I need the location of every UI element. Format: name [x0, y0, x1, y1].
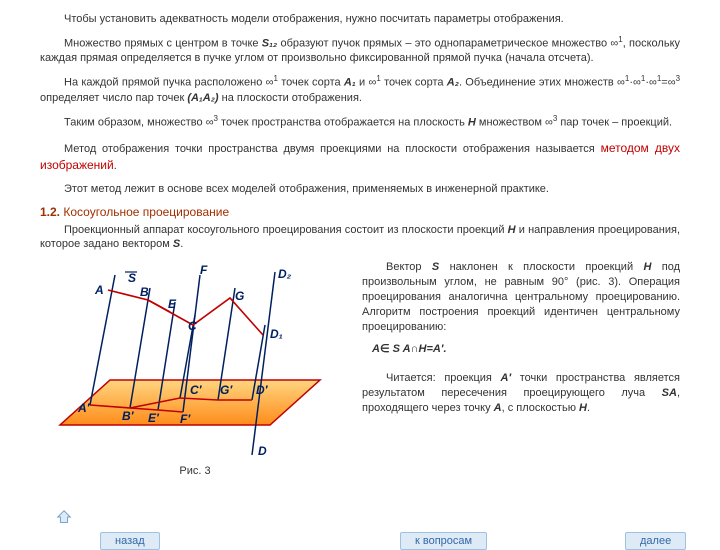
- t: множеством ∞: [476, 116, 553, 128]
- t: Проекционный аппарат косоугольного проец…: [64, 224, 508, 236]
- para-1: Чтобы установить адекватность модели ото…: [40, 12, 680, 27]
- heading-text: Косоугольное проецирование: [60, 205, 229, 219]
- svg-text:G′: G′: [220, 383, 233, 397]
- top-labels: S A B E C F G D₁ D₂ D: [94, 263, 292, 458]
- heading-num: 1.2.: [40, 205, 60, 219]
- t: и ∞: [356, 77, 377, 89]
- svg-text:A′: A′: [77, 401, 91, 415]
- sym-s12: S₁₂: [262, 38, 277, 50]
- section-heading: 1.2. Косоугольное проецирование: [40, 205, 680, 219]
- t: точек сорта: [381, 77, 447, 89]
- svg-text:B′: B′: [122, 409, 135, 423]
- back-button[interactable]: назад: [100, 532, 160, 550]
- sym: SA: [662, 387, 677, 399]
- t: A: [372, 343, 380, 355]
- figure-3: S A B E C F G D₁ D₂ D A′ B′ E′ F′: [40, 260, 350, 460]
- para-5: Метод отображения точки пространства дву…: [40, 140, 680, 174]
- sym: A₂: [447, 77, 459, 89]
- svg-text:C: C: [188, 319, 197, 333]
- sym: Н: [579, 402, 587, 414]
- t: H=A′.: [419, 343, 447, 355]
- sym: A′: [501, 372, 512, 384]
- para-2: Множество прямых с центром в точке S₁₂ о…: [40, 35, 680, 66]
- svg-text:F: F: [200, 263, 208, 277]
- sym: A: [494, 402, 502, 414]
- t: точек пространства отображается на плоск…: [218, 116, 468, 128]
- t: Метод отображения точки пространства дву…: [64, 143, 601, 155]
- para-6: Этот метод лежит в основе всех моделей о…: [40, 182, 680, 197]
- t: ∈: [380, 343, 390, 355]
- t: ·∞: [645, 77, 657, 89]
- t: .: [180, 238, 183, 250]
- svg-text:A: A: [94, 283, 104, 297]
- home-icon[interactable]: [55, 508, 73, 526]
- svg-text:G: G: [235, 289, 244, 303]
- t: ∩: [411, 343, 419, 355]
- sup: 3: [676, 74, 680, 83]
- svg-text:S: S: [128, 271, 136, 285]
- t: пар точек – проекций.: [557, 116, 672, 128]
- svg-text:F′: F′: [180, 412, 191, 426]
- para-3: На каждой прямой пучка расположено ∞1 то…: [40, 74, 680, 105]
- t: .: [114, 160, 117, 172]
- para-7: Проекционный аппарат косоугольного проец…: [40, 223, 680, 253]
- svg-text:E: E: [168, 297, 177, 311]
- t: наклонен к плоскости проекций: [439, 261, 643, 273]
- para-4: Таким образом, множество ∞3 точек простр…: [40, 114, 680, 131]
- svg-text:D₂: D₂: [278, 267, 292, 281]
- t: S A: [390, 343, 411, 355]
- t: ·∞: [629, 77, 641, 89]
- sym: A₁: [344, 77, 356, 89]
- t: образуют пучок прямых – это однопараметр…: [277, 38, 618, 50]
- t: Таким образом, множество ∞: [64, 116, 214, 128]
- svg-text:D₁: D₁: [270, 327, 283, 341]
- sym: Н: [468, 116, 476, 128]
- svg-text:D: D: [258, 444, 267, 458]
- formula: A∈ S A∩H=A′.: [372, 342, 680, 357]
- t: .: [587, 402, 590, 414]
- t: Множество прямых с центром в точке: [64, 38, 262, 50]
- svg-text:C′: C′: [190, 383, 203, 397]
- sym: Н: [508, 224, 516, 236]
- t: Вектор: [386, 261, 432, 273]
- svg-text:B: B: [140, 285, 149, 299]
- t: На каждой прямой пучка расположено ∞: [64, 77, 273, 89]
- sym: (A₁A₂): [187, 92, 218, 104]
- t: . Объединение этих множеств ∞: [459, 77, 625, 89]
- para-9: Читается: проекция A′ точки пространства…: [362, 371, 680, 416]
- svg-text:D′: D′: [256, 383, 269, 397]
- t: точек сорта: [278, 77, 344, 89]
- next-button[interactable]: далее: [625, 532, 686, 550]
- svg-text:E′: E′: [148, 411, 160, 425]
- t: , с плоскостью: [502, 402, 579, 414]
- questions-button[interactable]: к вопросам: [400, 532, 487, 550]
- t: на плоскости отображения.: [219, 92, 362, 104]
- t: Читается: проекция: [386, 372, 501, 384]
- para-8: Вектор S наклонен к плоскости проекций Н…: [362, 260, 680, 334]
- projection-rays: [90, 272, 275, 455]
- figure-caption: Рис. 3: [40, 465, 350, 477]
- t: =∞: [661, 77, 675, 89]
- t: определяет число пар точек: [40, 92, 187, 104]
- figure-column: S A B E C F G D₁ D₂ D A′ B′ E′ F′: [40, 260, 350, 477]
